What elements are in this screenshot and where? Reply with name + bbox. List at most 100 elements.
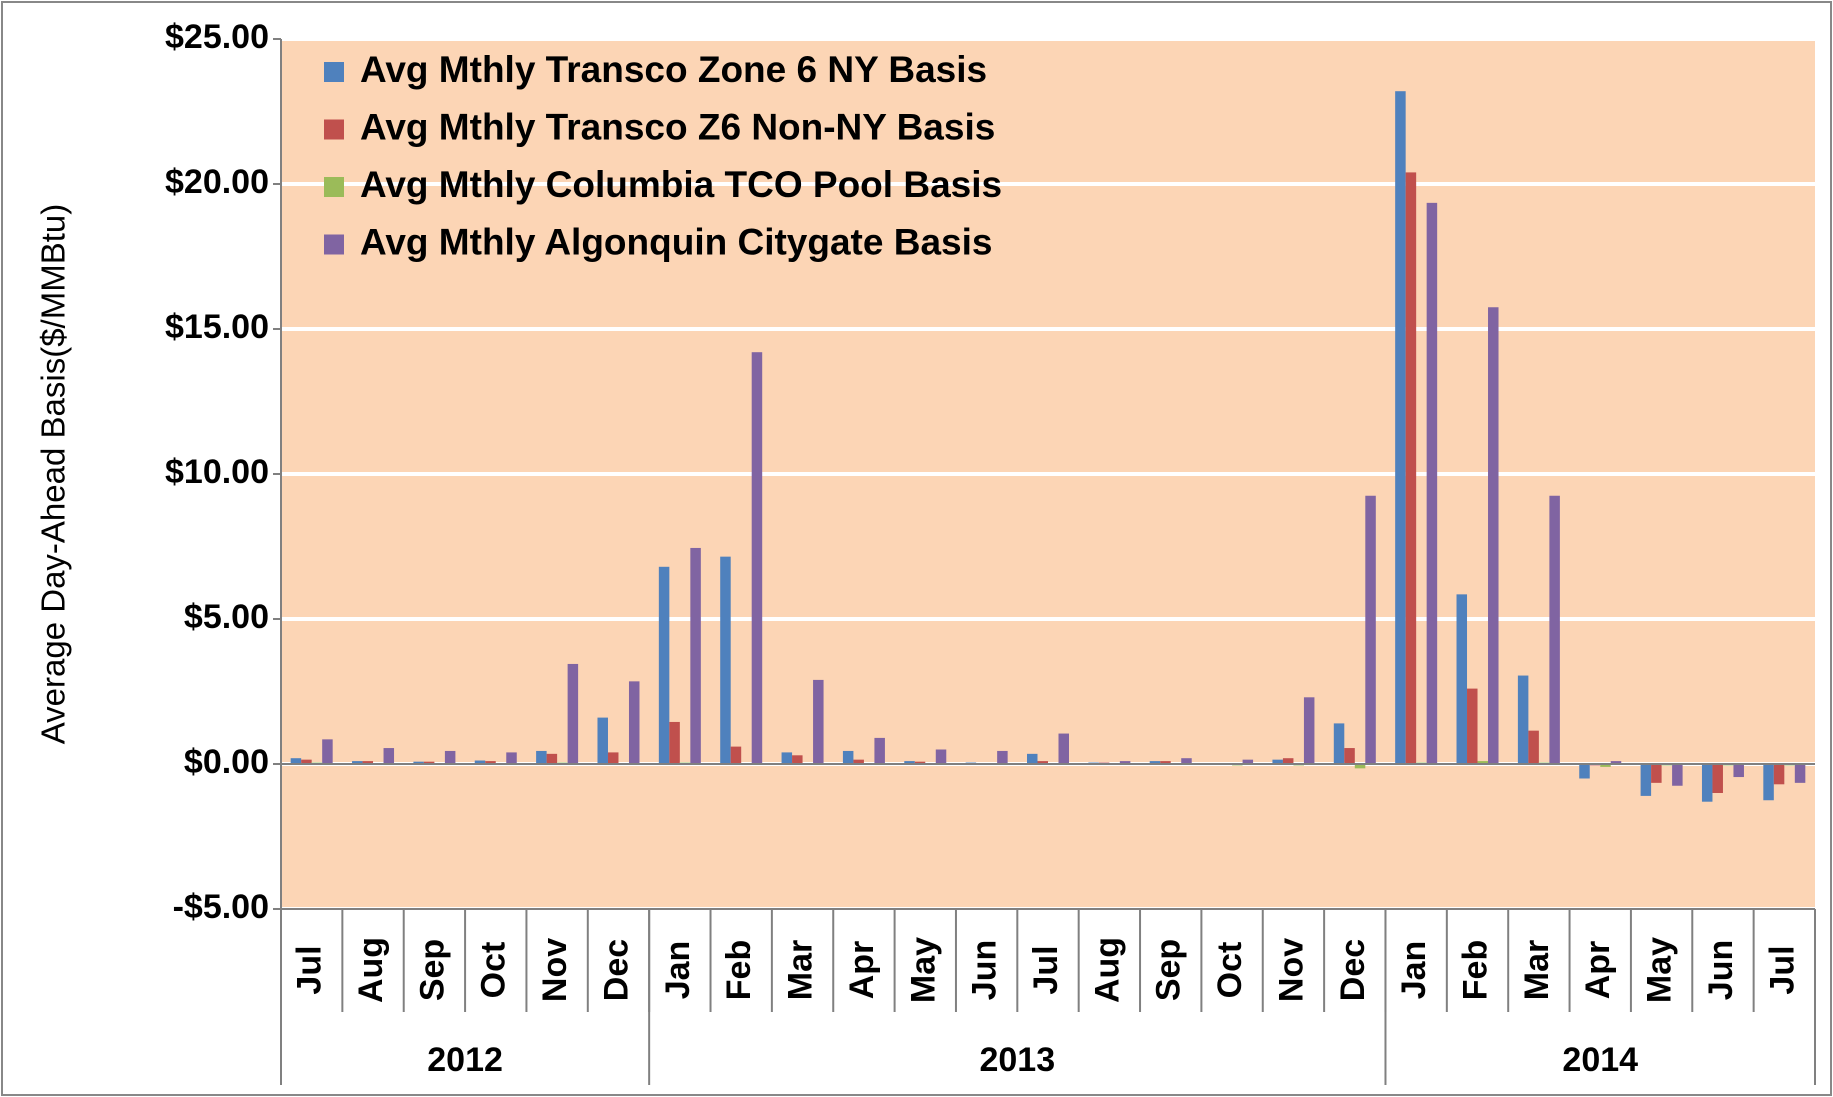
bar [1027, 753, 1038, 764]
bar [751, 352, 763, 764]
bar [781, 752, 793, 764]
legend-label: Avg Mthly Transco Zone 6 NY Basis [360, 49, 987, 90]
bar [1488, 307, 1499, 764]
bar [690, 547, 701, 764]
x-tick-label: Apr [1579, 941, 1617, 1000]
x-tick-label: May [1641, 937, 1679, 1003]
bar [1405, 172, 1417, 764]
bar [1160, 761, 1171, 764]
bar [1282, 758, 1294, 764]
x-tick-label: Jan [659, 941, 697, 1000]
x-tick-label: Feb [720, 940, 758, 1000]
year-label: 2013 [979, 1041, 1055, 1079]
bar [485, 761, 496, 764]
x-tick-label: Jul [1027, 945, 1065, 994]
bar [1773, 764, 1785, 785]
bar [607, 752, 619, 764]
x-tick-label: Aug [1088, 937, 1126, 1003]
bar [1303, 697, 1315, 764]
legend-swatch [324, 177, 344, 197]
x-tick-label: Apr [843, 941, 881, 1000]
bar [1477, 761, 1489, 764]
x-tick-label: Jun [1702, 940, 1740, 1000]
bar [792, 755, 803, 764]
bar [658, 566, 670, 764]
bar [1333, 723, 1345, 764]
bar [1651, 764, 1662, 783]
x-tick-label: Nov [1272, 938, 1310, 1002]
legend-label: Avg Mthly Columbia TCO Pool Basis [360, 164, 1002, 205]
bar [914, 761, 926, 764]
bar [413, 761, 424, 764]
bar [730, 746, 742, 764]
bar [290, 758, 302, 764]
bar [301, 759, 312, 764]
y-tick-label: $10.00 [165, 453, 269, 491]
bar [597, 717, 608, 764]
y-tick-label: $15.00 [165, 308, 269, 346]
bar [1354, 764, 1366, 769]
year-label: 2014 [1562, 1041, 1638, 1079]
x-tick-label: Nov [536, 938, 574, 1002]
bar [1640, 764, 1652, 796]
x-tick-label: May [904, 937, 942, 1003]
bar [362, 761, 374, 764]
bar [720, 556, 731, 764]
bar [1242, 759, 1254, 764]
x-tick-label: Oct [475, 942, 513, 999]
bar [1365, 495, 1376, 764]
bar [628, 681, 640, 764]
x-tick-label: Feb [1457, 940, 1495, 1000]
bar [444, 750, 456, 764]
bar [1712, 764, 1723, 793]
y-tick-label: $20.00 [165, 163, 269, 201]
bar [1600, 764, 1611, 767]
x-tick-label: Sep [413, 939, 451, 1001]
bar [1579, 764, 1590, 779]
bar [1395, 91, 1406, 764]
bar [322, 739, 333, 764]
x-tick-label: Dec [597, 939, 635, 1001]
y-axis-title: Average Day-Ahead Basis($/MMBtu) [35, 204, 72, 744]
y-tick-label: $25.00 [165, 18, 269, 56]
y-tick-label: $5.00 [184, 598, 269, 636]
x-tick-label: Mar [1518, 940, 1556, 1000]
y-tick-label: -$5.00 [173, 888, 269, 926]
bar [997, 750, 1008, 764]
bar [1456, 594, 1468, 764]
bar [874, 737, 885, 764]
bar [935, 749, 947, 764]
year-label: 2012 [427, 1041, 503, 1079]
bar [853, 759, 864, 764]
y-tick-label: $0.00 [184, 743, 269, 781]
bar [536, 750, 547, 764]
bar [546, 753, 558, 764]
x-tick-label: Jul [1763, 945, 1801, 994]
bar [1149, 761, 1161, 764]
bar [352, 761, 363, 764]
bar [1517, 675, 1529, 764]
bar [567, 663, 579, 764]
x-tick-label: Mar [782, 940, 820, 1000]
x-tick-label: Jun [966, 940, 1004, 1000]
bar [383, 748, 395, 764]
bar [669, 721, 680, 764]
x-tick-label: Sep [1150, 939, 1188, 1001]
legend-swatch [324, 119, 344, 140]
bar [1467, 688, 1478, 764]
bar [1037, 761, 1048, 764]
x-tick-label: Dec [1334, 939, 1372, 1001]
bar [904, 761, 915, 764]
bar [474, 760, 486, 764]
bar [423, 761, 435, 764]
bar [1528, 730, 1539, 764]
legend-swatch [324, 62, 344, 82]
bar [1181, 758, 1192, 764]
legend-label: Avg Mthly Algonquin Citygate Basis [360, 221, 992, 262]
bar [813, 679, 824, 764]
bar [1549, 495, 1560, 764]
x-tick-label: Jul [291, 945, 329, 994]
legend-label: Avg Mthly Transco Z6 Non-NY Basis [360, 106, 995, 147]
bar [1794, 764, 1806, 783]
